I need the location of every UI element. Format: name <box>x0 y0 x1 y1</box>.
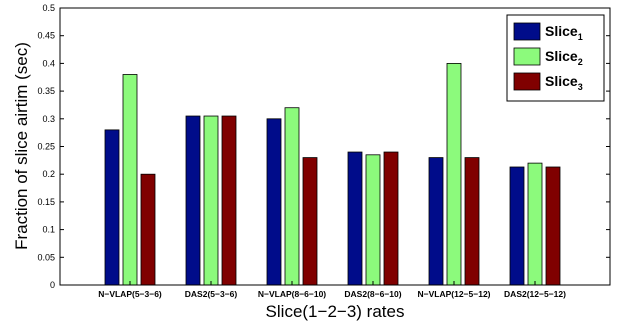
bar-slice3-1 <box>221 115 237 286</box>
bar-slice3-4 <box>464 157 480 286</box>
legend-label-slice3: Slice3 <box>545 73 583 92</box>
legend-swatch-slice1 <box>513 22 541 41</box>
x-tick-label: N−VLAP(12−5−12) <box>418 289 491 299</box>
x-axis-ticks: N−VLAP(5−3−6) DAS2(5−3−6) N−VLAP(8−6−10) DA… <box>98 281 566 299</box>
y-tick-label: 0.4 <box>42 58 55 68</box>
y-tick-label: 0.35 <box>37 86 55 96</box>
y-tick-label: 0.5 <box>42 3 55 13</box>
legend-label-text: Slice <box>545 48 578 64</box>
x-tick-label: N−VLAP(5−3−6) <box>98 289 162 299</box>
bar-slice1-2 <box>266 118 282 286</box>
bar-slice1-0 <box>104 129 120 286</box>
legend-label-subscript: 2 <box>578 57 583 67</box>
legend-label-text: Slice <box>545 23 578 39</box>
y-axis-ticks: 0 0.05 0.1 0.15 0.2 0.25 0.3 0.35 0.4 0.45 0.5 <box>37 3 610 290</box>
bar-slice3-2 <box>302 157 318 286</box>
legend-label-subscript: 1 <box>578 32 583 42</box>
y-tick-label: 0.25 <box>37 142 55 152</box>
y-tick-label: 0.3 <box>42 114 55 124</box>
bar-slice2-3 <box>365 154 381 286</box>
y-axis-title: Fraction of slice airtim (sec) <box>12 42 31 250</box>
x-tick-label: DAS2(8−6−10) <box>344 289 401 299</box>
y-tick-label: 0.45 <box>37 31 55 41</box>
legend-label-text: Slice <box>545 73 578 89</box>
bar-slice3-5 <box>545 166 561 286</box>
bar-slice2-4 <box>446 63 462 286</box>
y-tick-label: 0 <box>50 280 55 290</box>
legend-label-slice2: Slice2 <box>545 48 583 67</box>
x-tick-label: N−VLAP(8−6−10) <box>258 289 326 299</box>
y-tick-label: 0.05 <box>37 252 55 262</box>
bar-slice1-4 <box>428 157 444 286</box>
legend-label-subscript: 3 <box>578 82 583 92</box>
bar-slice3-3 <box>383 151 399 286</box>
bar-slice2-1 <box>203 115 219 286</box>
bars-group <box>104 63 561 286</box>
bar-slice1-1 <box>185 115 201 286</box>
x-axis-title: Slice(1−2−3) rates <box>266 302 405 321</box>
bar-slice2-0 <box>122 74 138 286</box>
bar-slice2-5 <box>527 162 543 286</box>
legend-swatch-slice2 <box>513 47 541 66</box>
plot-frame <box>59 7 611 286</box>
bar-slice3-0 <box>140 173 156 286</box>
y-tick-label: 0.15 <box>37 197 55 207</box>
bar-slice1-3 <box>347 151 363 286</box>
bar-slice2-2 <box>284 107 300 286</box>
y-tick-label: 0.1 <box>42 225 55 235</box>
bar-slice1-5 <box>509 166 525 286</box>
y-tick-label: 0.2 <box>42 169 55 179</box>
x-tick-label: DAS2(5−3−6) <box>185 289 238 299</box>
legend-label-slice1: Slice1 <box>545 23 583 42</box>
legend-swatch-slice3 <box>513 72 541 91</box>
x-tick-label: DAS2(12−5−12) <box>504 289 566 299</box>
